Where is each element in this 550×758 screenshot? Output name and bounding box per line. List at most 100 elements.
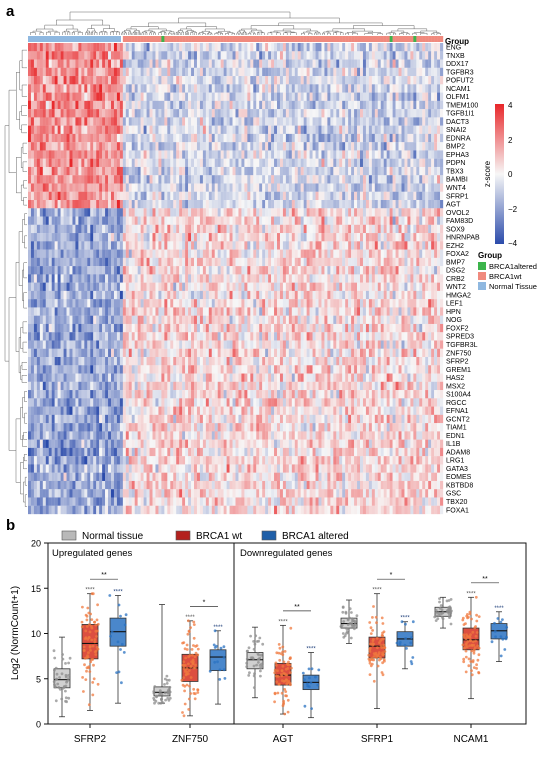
heatmap-cell (351, 208, 354, 216)
heatmap-cell (78, 175, 81, 183)
heatmap-cell (289, 208, 292, 216)
heatmap-cell (286, 60, 289, 68)
heatmap-cell (360, 266, 363, 274)
heatmap-cell (144, 175, 147, 183)
heatmap-cell (434, 101, 437, 109)
heatmap-cell (369, 76, 372, 84)
heatmap-cell (316, 167, 319, 175)
heatmap-cell (179, 43, 182, 51)
group-bar-segment (413, 36, 416, 42)
heatmap-cell (274, 109, 277, 117)
heatmap-cell (84, 208, 87, 216)
heatmap-cell (327, 51, 330, 59)
heatmap-cell (75, 274, 78, 282)
heatmap-cell (81, 233, 84, 241)
heatmap-cell (49, 134, 52, 142)
heatmap-cell (55, 159, 58, 167)
heatmap-cell (437, 101, 440, 109)
heatmap-cell (301, 68, 304, 76)
heatmap-cell (402, 175, 405, 183)
heatmap-cell (111, 68, 114, 76)
heatmap-cell (425, 51, 428, 59)
heatmap-cell (173, 208, 176, 216)
heatmap-cell (31, 68, 34, 76)
heatmap-cell (384, 233, 387, 241)
heatmap-cell (144, 76, 147, 84)
heatmap-cell (155, 159, 158, 167)
heatmap-cell (247, 167, 250, 175)
heatmap-cell (360, 117, 363, 125)
heatmap-cell (40, 134, 43, 142)
heatmap-cell (194, 266, 197, 274)
heatmap-cell (425, 208, 428, 216)
heatmap-cell (153, 192, 156, 200)
heatmap-cell (78, 266, 81, 274)
heatmap-cell (259, 266, 262, 274)
heatmap-cell (153, 126, 156, 134)
heatmap-cell (440, 101, 443, 109)
heatmap-cell (31, 159, 34, 167)
heatmap-cell (431, 142, 434, 150)
heatmap-cell (203, 217, 206, 225)
heatmap-cell (78, 43, 81, 51)
heatmap-cell (206, 183, 209, 191)
heatmap-cell (277, 200, 280, 208)
heatmap-cell (215, 266, 218, 274)
heatmap-cell (387, 183, 390, 191)
heatmap-cell (238, 43, 241, 51)
heatmap-cell (236, 126, 239, 134)
heatmap-cell (387, 84, 390, 92)
heatmap-cell (102, 183, 105, 191)
heatmap-cell (307, 250, 310, 258)
heatmap-cell (399, 208, 402, 216)
heatmap-cell (64, 60, 67, 68)
heatmap-cell (286, 250, 289, 258)
heatmap-cell (256, 274, 259, 282)
heatmap-cell (96, 183, 99, 191)
group-bar-segment (203, 36, 206, 42)
heatmap-cell (413, 84, 416, 92)
heatmap-cell (67, 208, 70, 216)
heatmap-cell (286, 159, 289, 167)
heatmap-cell (105, 183, 108, 191)
heatmap-cell (250, 258, 253, 266)
heatmap-cell (114, 126, 117, 134)
heatmap-cell (241, 68, 244, 76)
heatmap-cell (390, 60, 393, 68)
heatmap-cell (227, 60, 230, 68)
heatmap-cell (209, 274, 212, 282)
heatmap-cell (164, 93, 167, 101)
heatmap-cell (227, 208, 230, 216)
heatmap-cell (197, 258, 200, 266)
heatmap-cell (90, 76, 93, 84)
heatmap-cell (49, 68, 52, 76)
heatmap-cell (399, 126, 402, 134)
heatmap-cell (402, 117, 405, 125)
heatmap-cell (176, 93, 179, 101)
heatmap-cell (34, 200, 37, 208)
heatmap-cell (78, 192, 81, 200)
heatmap-cell (212, 183, 215, 191)
heatmap-cell (345, 43, 348, 51)
heatmap-cell (99, 225, 102, 233)
heatmap-cell (360, 68, 363, 76)
heatmap-cell (419, 51, 422, 59)
heatmap-cell (64, 134, 67, 142)
heatmap-cell (393, 109, 396, 117)
heatmap-cell (244, 93, 247, 101)
heatmap-cell (40, 60, 43, 68)
heatmap-cell (37, 167, 40, 175)
heatmap-cell (49, 200, 52, 208)
heatmap-cell (52, 84, 55, 92)
heatmap-cell (244, 183, 247, 191)
heatmap-cell (185, 76, 188, 84)
heatmap-cell (419, 150, 422, 158)
heatmap-cell (176, 225, 179, 233)
heatmap-cell (164, 233, 167, 241)
heatmap-cell (135, 142, 138, 150)
heatmap-cell (155, 250, 158, 258)
heatmap-cell (440, 60, 443, 68)
heatmap-cell (96, 43, 99, 51)
heatmap-cell (170, 183, 173, 191)
heatmap-cell (185, 274, 188, 282)
